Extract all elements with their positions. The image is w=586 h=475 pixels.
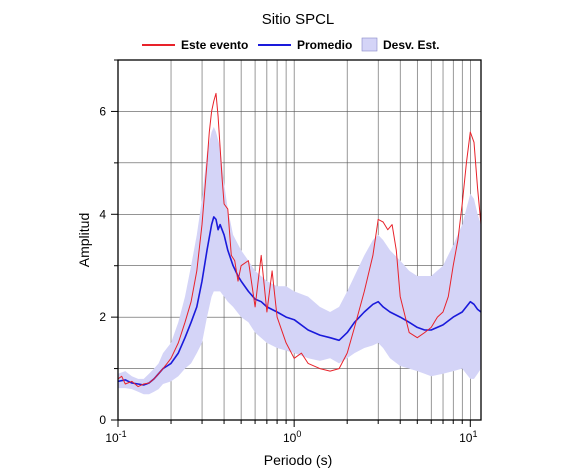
chart-title: Sitio SPCL <box>262 11 335 28</box>
std-dev-band <box>118 126 481 395</box>
x-tick-label: 101 <box>459 429 477 445</box>
y-tick-label: 2 <box>99 310 106 324</box>
legend: Este evento Promedio Desv. Est. <box>142 37 439 52</box>
legend-label: Desv. Est. <box>383 38 439 52</box>
legend-label: Promedio <box>297 38 352 52</box>
x-axis-title: Periodo (s) <box>264 452 332 468</box>
y-tick-label: 4 <box>99 207 106 221</box>
y-axis-title: Amplitud <box>76 213 92 267</box>
y-tick-label: 6 <box>99 104 106 118</box>
y-tick-label: 0 <box>99 413 106 427</box>
series-line-promedio <box>117 216 482 386</box>
legend-label: Este evento <box>181 38 248 52</box>
series-line-este-evento <box>117 92 482 388</box>
x-tick-label: 100 <box>283 429 301 445</box>
legend-swatch <box>361 37 378 52</box>
x-tick-label: 10-1 <box>105 429 126 445</box>
plot-frame <box>117 59 482 421</box>
series-group <box>117 92 482 388</box>
